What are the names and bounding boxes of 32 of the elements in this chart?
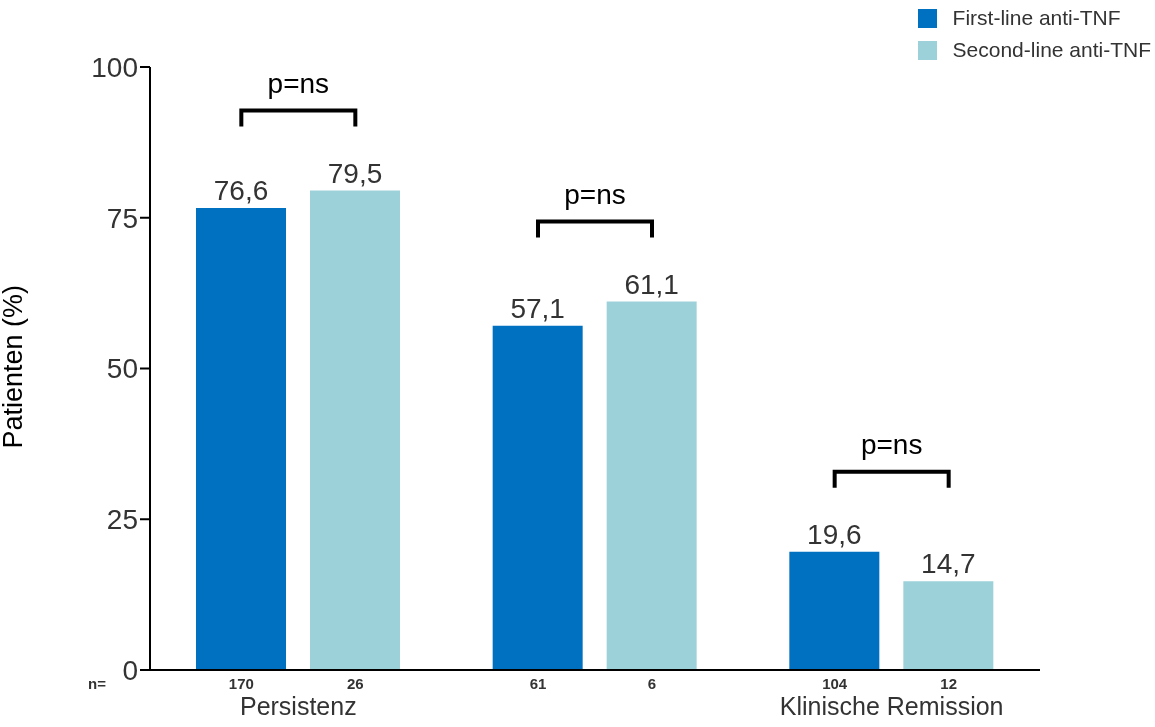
legend-label: Second-line anti-TNF [952,38,1151,62]
y-tick-label: 0 [122,654,138,686]
text: 104 [822,675,848,692]
data-label: 76,6 [213,175,269,207]
legend-label: First-line anti-TNF [952,6,1121,30]
text: 170 [228,675,254,692]
data-label: 14,7 [921,548,976,580]
text: n= [88,675,107,692]
bar [310,190,400,670]
text: 26 [346,675,364,692]
data-label: 61,1 [624,268,679,300]
y-tick-label: 50 [106,353,138,385]
annotation: p=ns [267,67,330,99]
data-label: 19,6 [807,518,862,550]
bar [196,208,286,670]
y-tick-label: 75 [106,202,138,234]
text: 61 [529,675,547,692]
text: 12 [940,675,958,692]
data-label: 57,1 [510,292,565,324]
annotation: p=ns [860,428,923,460]
y-axis-title: Patienten (%) [0,284,28,449]
y-tick-label: 25 [106,504,138,536]
y-tick-label: 100 [91,51,138,83]
bar [789,551,880,670]
bar [492,325,583,670]
data-label: 79,5 [327,157,383,189]
bar [903,581,994,670]
bar [606,301,697,670]
annotation: p=ns [564,178,626,210]
text: 6 [647,675,657,692]
x-tick-label: Klinische Remission [779,691,1004,720]
x-tick-label: Persistenz [239,691,357,720]
